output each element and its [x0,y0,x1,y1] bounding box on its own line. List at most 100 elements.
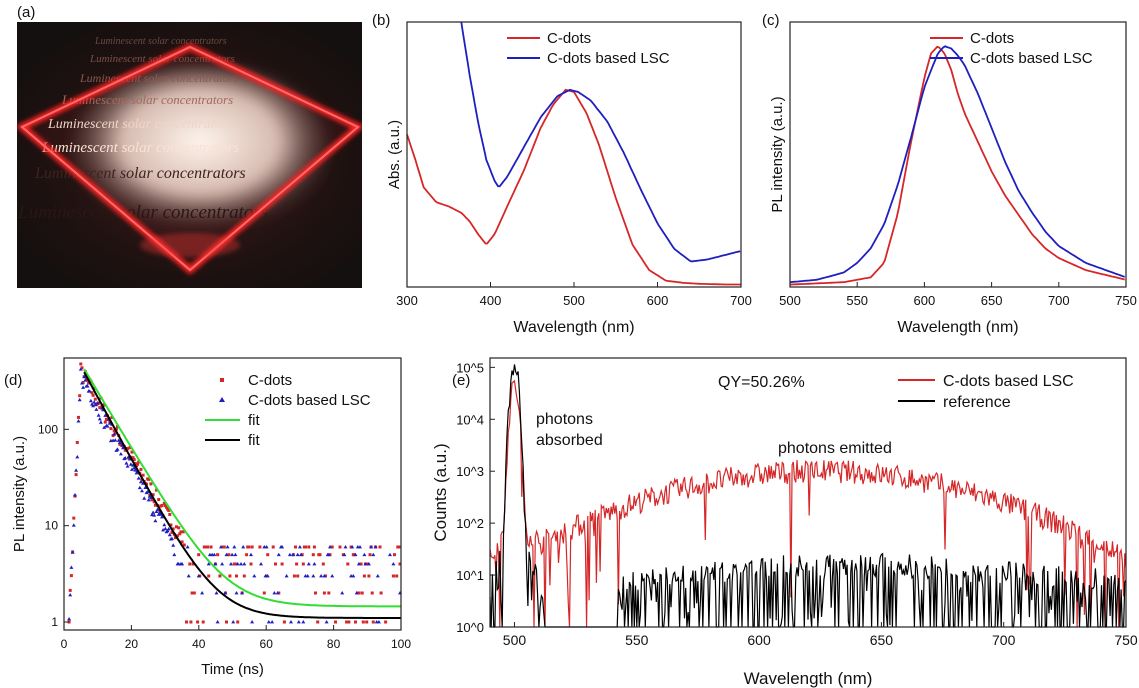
data-point-lsc [73,493,77,497]
data-point-cdots [398,562,402,566]
data-point-lsc [93,402,98,406]
chart-e-counts: 500 550 600 650 700 750 10^0 10^1 10^2 10^3 10^4 10… [431,357,1138,688]
data-point-lsc [265,574,270,578]
data-point-lsc [142,496,147,500]
x-tick-label: 500 [779,293,801,308]
x-tick-label: 550 [846,293,868,308]
data-point-cdots [225,620,228,624]
data-point-lsc [107,421,112,425]
data-point-cdots [155,488,158,492]
plot-frame [489,357,1127,628]
data-point-lsc [242,562,247,566]
data-point-cdots [318,553,322,557]
data-point-lsc [137,485,142,490]
data-point-cdots [245,553,249,557]
data-point-lsc [280,545,285,549]
data-point-cdots [69,574,73,578]
legend-label: fit [248,412,261,429]
data-point-lsc [330,574,335,578]
x-tick-label: 600 [647,293,669,308]
data-point-cdots [206,545,210,549]
data-point-lsc [342,552,347,557]
y-tick-label: 10^0 [456,620,484,635]
data-point-cdots [171,527,175,531]
data-point-cdots [80,366,84,370]
x-tick-label: 500 [563,293,585,308]
legend-label: C-dots [248,372,292,389]
data-point-cdots [301,562,305,566]
data-point-lsc [276,552,281,557]
data-point-cdots [162,501,166,505]
data-point-lsc [171,543,176,547]
data-point-lsc [133,468,138,472]
data-point-lsc [311,574,316,578]
data-point-lsc [322,574,327,578]
white-glow [70,65,330,235]
y-tick-label: 1 [51,615,58,629]
panel-label-e: (e) [452,372,470,389]
data-point-lsc [154,509,159,513]
photo-text-line: Luminescent solar concentrators [41,140,240,156]
lsc-photo: Luminescent solar concentrators Luminesce… [17,22,362,288]
data-point-cdots [93,397,97,401]
data-point-lsc [82,374,87,379]
photo-text-lines: Luminescent solar concentrators Luminesce… [17,36,268,223]
data-point-cdots [123,448,127,452]
data-point-lsc [306,562,311,566]
data-point-lsc [88,398,93,403]
data-point-cdots [165,505,168,509]
data-point-lsc [94,407,99,411]
data-point-lsc [259,562,263,566]
data-point-lsc [83,378,88,382]
data-point-lsc [291,552,296,557]
data-point-lsc [170,536,174,541]
data-point-lsc [212,552,217,557]
data-point-cdots [109,427,113,431]
data-point-cdots [157,498,161,501]
y-axis-label: Abs. (a.u.) [386,120,403,189]
data-point-lsc [362,552,367,557]
x-tick-label: 700 [1048,293,1070,308]
data-point-cdots [163,504,167,508]
data-point-cdots [104,417,108,421]
data-point-cdots [365,620,369,624]
legend-label: fit [248,432,261,449]
data-point-cdots [395,574,399,578]
data-point-lsc [224,552,229,557]
data-point-lsc [151,510,156,514]
data-point-cdots [149,482,153,486]
data-point-cdots [330,545,334,549]
data-point-cdots [90,391,94,395]
data-point-lsc [96,413,101,417]
data-point-cdots [126,447,130,451]
data-point-cdots [345,620,349,624]
data-point-cdots [292,574,296,578]
data-point-lsc [266,620,271,624]
data-point-lsc [172,552,177,557]
data-point-cdots [242,574,246,578]
x-tick-label: 700 [730,293,752,308]
data-point-cdots [346,562,350,566]
data-point-cdots [110,416,114,419]
data-point-lsc [140,488,144,493]
data-point-cdots [379,591,383,595]
data-point-lsc [225,545,230,549]
data-point-lsc [76,419,81,423]
data-point-lsc [376,620,381,624]
data-point-cdots [209,545,213,549]
data-point-cdots [160,503,164,507]
data-point-cdots [177,526,181,530]
data-point-lsc [185,545,190,549]
data-point-lsc [371,552,376,557]
series-line-reference [489,364,1127,628]
data-point-lsc [215,620,220,624]
data-point-lsc [128,462,133,466]
data-point-lsc [312,562,317,566]
data-point-cdots [75,441,79,444]
series-line-1 [460,21,741,263]
data-point-lsc [158,512,163,516]
data-point-lsc [295,552,300,557]
data-point-cdots [227,553,231,557]
data-point-cdots [151,493,155,497]
x-tick-label: 400 [480,293,502,308]
